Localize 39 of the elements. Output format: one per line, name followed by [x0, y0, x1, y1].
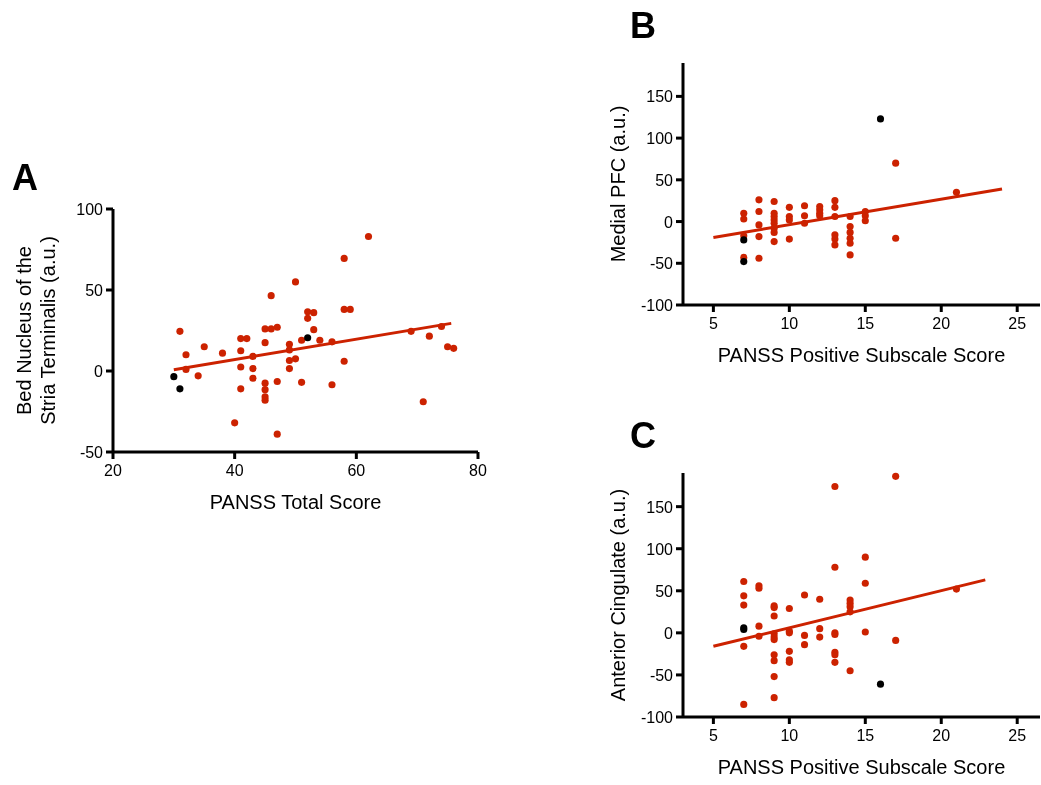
- y-tick-label: 150: [646, 498, 674, 516]
- y-tick-label: -100: [640, 297, 674, 314]
- x-tick-label: 40: [225, 462, 244, 479]
- y-tick-label: 100: [76, 201, 104, 218]
- x-tick-label: 20: [932, 727, 951, 744]
- x-axis-title: PANSS Positive Subscale Score: [717, 344, 1006, 366]
- y-tick-label: 100: [646, 130, 674, 148]
- x-axis-title: PANSS Positive Subscale Score: [717, 756, 1006, 778]
- y-axis-title: Medial PFC (a.u.): [607, 105, 629, 263]
- chart-title: A: [12, 157, 38, 198]
- y-tick-label: -50: [649, 666, 674, 684]
- y-tick-label: 0: [94, 363, 104, 380]
- x-tick-label: 60: [347, 462, 366, 479]
- chart-title: C: [630, 415, 656, 456]
- y-tick-label: 50: [655, 171, 674, 189]
- y-tick-label: 150: [646, 88, 674, 106]
- y-tick-label: 0: [664, 624, 674, 642]
- x-tick-label: 25: [1008, 315, 1027, 332]
- y-tick-label: 50: [655, 582, 674, 600]
- y-tick-label: -100: [640, 709, 674, 726]
- x-tick-label: 5: [708, 727, 718, 744]
- y-axis-title: Anterior Cingulate (a.u.): [607, 488, 629, 702]
- x-tick-label: 5: [708, 315, 718, 332]
- x-axis-title: PANSS Total Score: [209, 491, 382, 513]
- y-tick-label: 100: [646, 540, 674, 558]
- x-tick-label: 20: [932, 315, 951, 332]
- y-tick-label: 50: [85, 282, 104, 299]
- x-tick-label: 15: [856, 727, 875, 744]
- x-tick-label: 20: [104, 462, 122, 479]
- y-axis-title: Bed Nucleus of the Stria Terminalis (a.u.): [13, 236, 59, 425]
- x-tick-label: 25: [1008, 727, 1027, 744]
- x-tick-label: 80: [469, 462, 487, 479]
- y-tick-label: 0: [664, 213, 674, 231]
- chart-title: B: [630, 5, 656, 46]
- x-tick-label: 10: [780, 315, 799, 332]
- y-tick-label: -50: [649, 255, 674, 273]
- x-tick-label: 15: [856, 315, 875, 332]
- y-tick-label: -50: [79, 444, 104, 461]
- x-tick-label: 10: [780, 727, 799, 744]
